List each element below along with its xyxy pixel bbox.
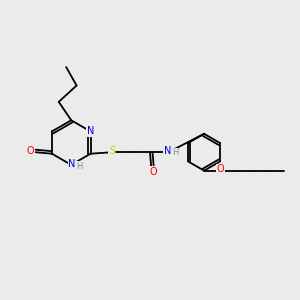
Text: H: H	[76, 162, 83, 171]
Text: H: H	[172, 148, 178, 157]
Text: N: N	[164, 146, 171, 156]
Text: O: O	[149, 167, 157, 176]
Text: N: N	[87, 126, 94, 136]
Text: O: O	[26, 146, 34, 156]
Text: N: N	[68, 159, 76, 169]
Text: S: S	[109, 146, 115, 156]
Text: O: O	[217, 164, 224, 175]
